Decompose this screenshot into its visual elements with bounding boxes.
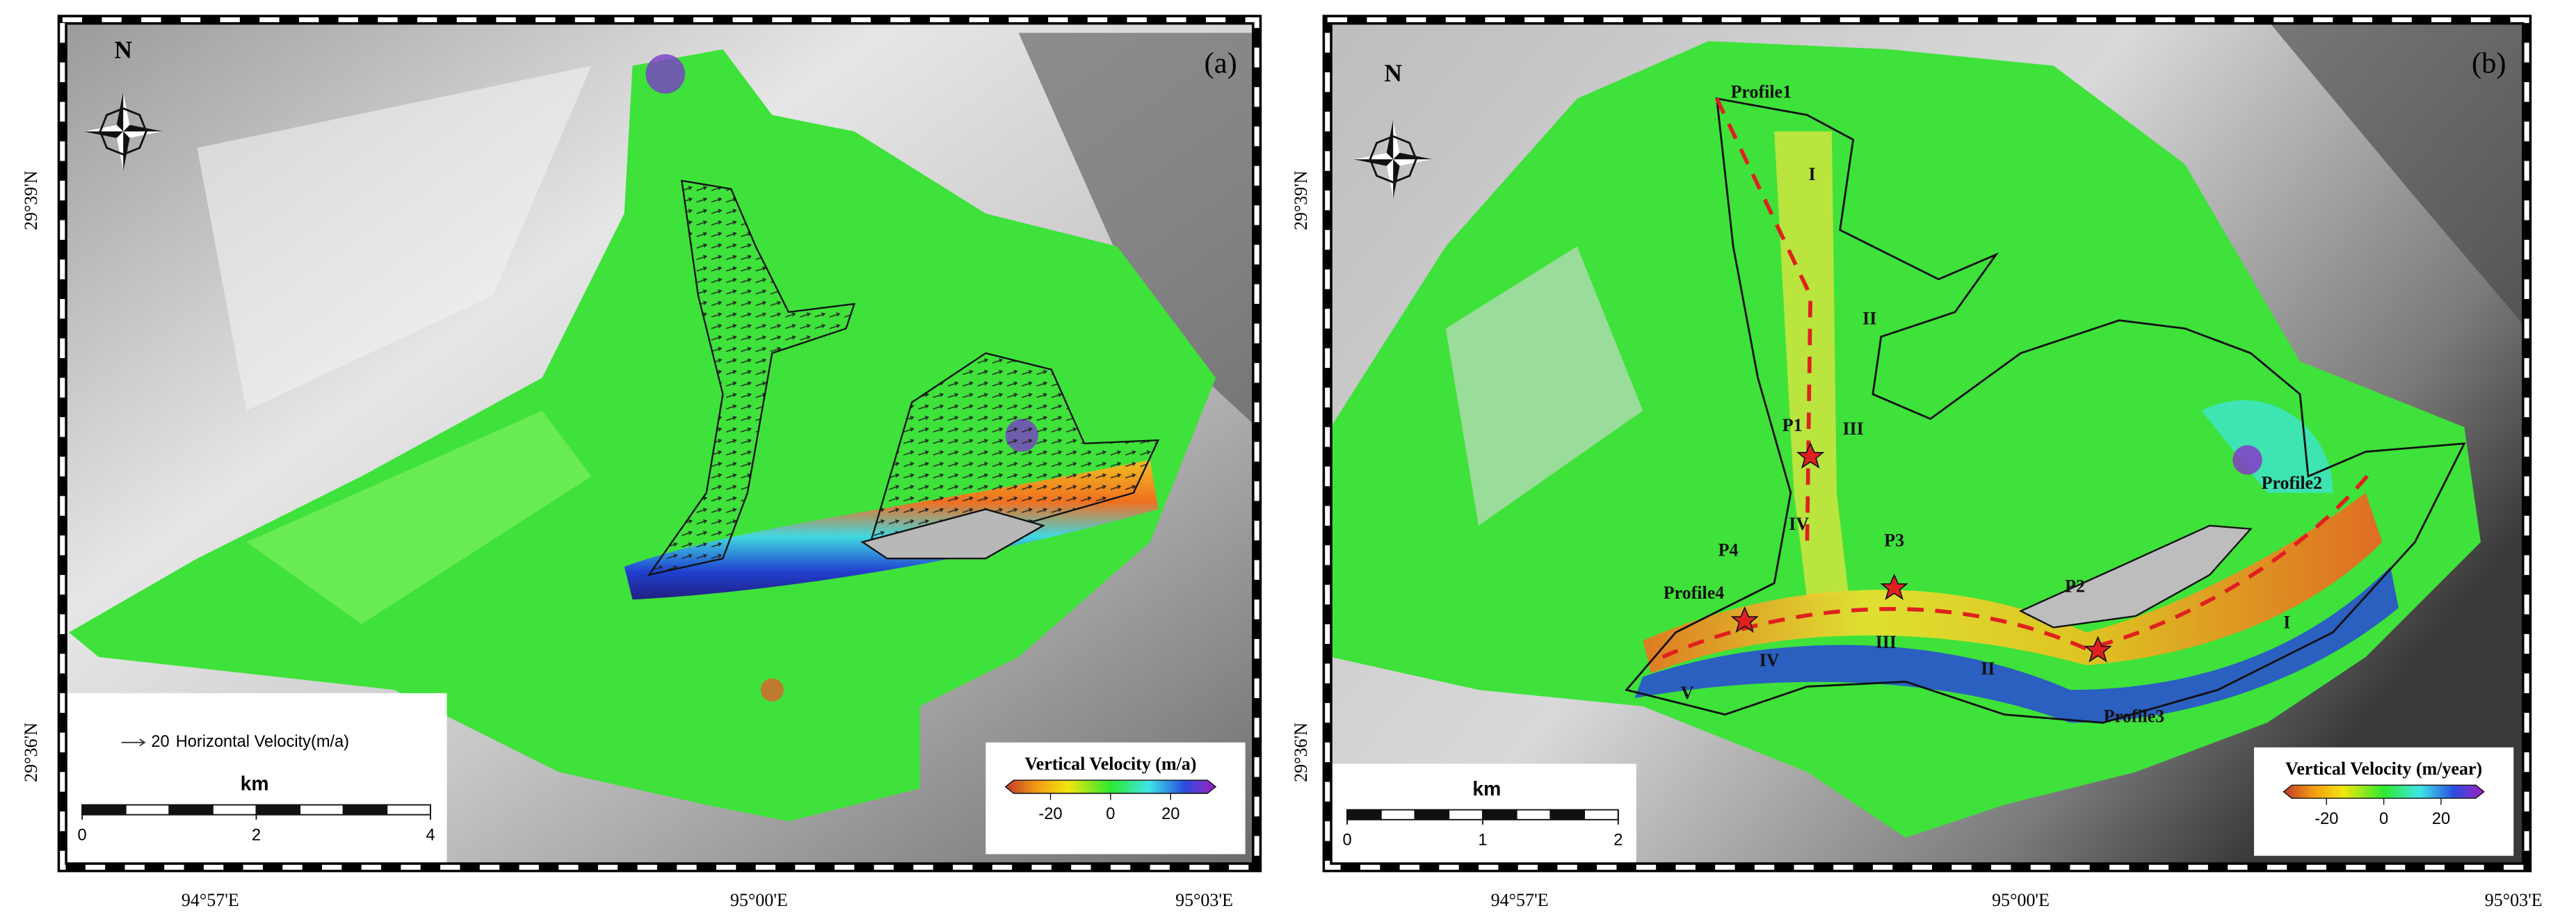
vector-legend-value: 20	[151, 733, 169, 751]
scale-segment	[1380, 809, 1416, 820]
annotation: IV	[1789, 514, 1809, 534]
colorbar: Vertical Velocity (m/year) -20 0 20	[2283, 759, 2485, 828]
scale-segment	[255, 804, 301, 816]
vector-legend-arrow	[121, 738, 146, 747]
map-b: Profile1 I II P1 III IV P3 P4 Profile4 P…	[1327, 19, 2527, 868]
colorbar-tick-label: 0	[2379, 810, 2388, 828]
scale-segment	[81, 804, 127, 816]
deformation-field	[69, 49, 1216, 822]
scale-tick-label: 0	[78, 827, 87, 845]
annotation: III	[1876, 632, 1897, 652]
scale-segment	[1481, 809, 1518, 820]
legend-box	[65, 693, 447, 868]
scale-segment	[1346, 809, 1382, 820]
deformation-channel	[1643, 492, 2383, 674]
scale-segment	[1448, 809, 1483, 820]
colorbar-tick-label: -20	[1038, 805, 1062, 823]
lat-label: 29°39'N	[1291, 170, 1311, 230]
landslide-outline	[647, 179, 856, 576]
scale-segment	[342, 804, 388, 816]
scale-segment	[1515, 809, 1552, 820]
scale-bar: km 0 2 4	[78, 773, 435, 845]
profile-line	[1661, 97, 2376, 659]
lon-label: 95°00'E	[730, 890, 788, 910]
map-a	[62, 19, 1257, 868]
lon-label: 94°57'E	[182, 890, 239, 910]
frame	[1325, 17, 2529, 870]
scale-segment	[299, 804, 344, 816]
deformation-spot	[2232, 445, 2262, 475]
scale-segment	[168, 804, 214, 816]
annotation: IV	[1760, 650, 1780, 670]
colorbar-tick-label: 0	[1106, 805, 1115, 823]
relief	[2267, 19, 2527, 329]
deformation-band	[1634, 567, 2399, 723]
north-label: N	[114, 36, 132, 64]
annotation: Profile2	[2262, 473, 2323, 493]
lon-label: 94°57'E	[1491, 890, 1549, 910]
scale-tick-label: 0	[1342, 832, 1351, 850]
north-label: N	[1384, 59, 1402, 87]
scale-segment	[1414, 809, 1450, 820]
colorbar-box	[985, 742, 1246, 855]
annotation: II	[1981, 658, 1995, 679]
colorbar-tick-label: 20	[2432, 810, 2450, 828]
lat-label: 29°36'N	[21, 722, 41, 782]
frame	[60, 17, 1259, 870]
annotation: I	[1809, 164, 1816, 184]
panel-label: (a)	[1205, 47, 1237, 79]
annotation: Profile3	[2104, 706, 2165, 726]
annotation: Profile1	[1731, 82, 1792, 102]
lon-label: 95°03'E	[2485, 890, 2543, 910]
lat-label: 29°36'N	[1291, 722, 1311, 782]
lon-label: 95°00'E	[1992, 890, 2050, 910]
landslide-outline	[1625, 97, 2466, 724]
deformation-field	[246, 410, 592, 624]
scale-tick-label: 1	[1478, 832, 1487, 850]
relief	[197, 65, 592, 411]
annotation: P4	[1718, 540, 1739, 560]
scale-segment	[124, 804, 170, 816]
scale-unit: km	[241, 773, 269, 795]
annotation: V	[1681, 683, 1694, 703]
deformation-spot	[645, 54, 686, 94]
colorbar-gradient	[2283, 784, 2485, 799]
colorbar-tick-label: 20	[1161, 805, 1180, 823]
colorbar-title: Vertical Velocity (m/a)	[1024, 754, 1196, 774]
annotation: P1	[1782, 415, 1803, 435]
scale-segment	[386, 804, 431, 816]
annotation: I	[2283, 613, 2290, 633]
lon-label: 95°03'E	[1175, 890, 1233, 910]
annotation: III	[1842, 419, 1863, 439]
deformation-spot	[2201, 400, 2333, 493]
stable-zone	[860, 508, 1046, 560]
annotation: P3	[1884, 531, 1904, 551]
annotation: II	[1862, 309, 1876, 329]
scale-bar: km 0 1 2	[1342, 778, 1623, 850]
scale-tick-label: 2	[1613, 832, 1623, 850]
colorbar-tick-label: -20	[2315, 810, 2338, 828]
colorbar-gradient	[1004, 779, 1217, 794]
scale-segment	[211, 804, 257, 816]
scale-unit: km	[1472, 778, 1501, 800]
scale-segment	[1584, 809, 1619, 820]
stable-zone	[2018, 524, 2253, 629]
deformation-spot	[760, 678, 784, 702]
scale-segment	[1549, 809, 1586, 820]
site-markers	[1730, 442, 2112, 663]
colorbar-title: Vertical Velocity (m/year)	[2285, 759, 2482, 779]
vector-legend-text: Horizontal Velocity(m/a)	[176, 733, 349, 751]
lat-label: 29°39'N	[21, 170, 41, 230]
scale-tick-label: 2	[252, 827, 261, 845]
relief	[1018, 33, 1257, 428]
colorbar: Vertical Velocity (m/a) -20 0 20	[1004, 754, 1217, 823]
annotation: P2	[2065, 576, 2085, 597]
annotation: Profile4	[1664, 583, 1725, 603]
panel-label: (b)	[2472, 47, 2506, 79]
scale-tick-label: 4	[426, 827, 435, 845]
relief	[1445, 246, 1643, 526]
